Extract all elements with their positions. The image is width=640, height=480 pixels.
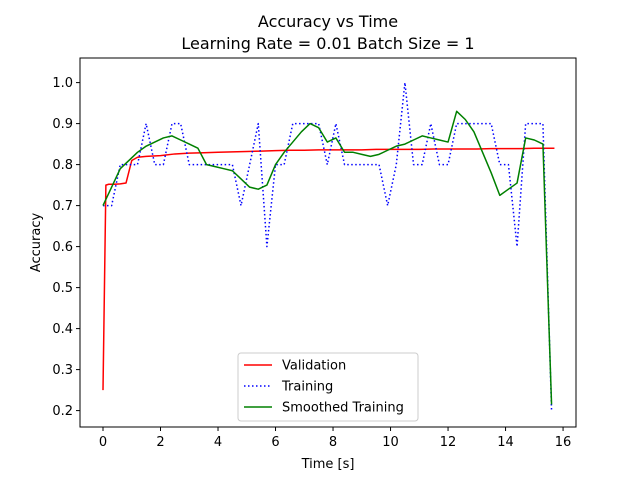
axis-ticks: 0 2 4 6 8 10 12 14 16 0.2 0.3 0.4 0.5 0.6 0.7 0.8 0.9 1.0 bbox=[52, 76, 571, 450]
legend-label-training: Training bbox=[281, 380, 333, 395]
legend-items: Validation Training Smoothed Training bbox=[244, 359, 404, 416]
y-tick-label: 0.5 bbox=[52, 281, 73, 296]
x-tick-label: 8 bbox=[329, 435, 337, 450]
x-tick-label: 16 bbox=[555, 435, 572, 450]
smoothed-training-series-line bbox=[102, 110, 553, 405]
x-tick-label: 12 bbox=[440, 435, 457, 450]
x-tick-label: 10 bbox=[382, 435, 399, 450]
plot-frame bbox=[79, 57, 577, 428]
y-tick-label: 0.6 bbox=[52, 240, 73, 255]
plot-lines bbox=[102, 81, 555, 411]
y-tick-label: 1.0 bbox=[52, 76, 73, 91]
x-tick-label: 6 bbox=[271, 435, 279, 450]
y-tick-label: 0.3 bbox=[52, 363, 73, 378]
x-tick-label: 2 bbox=[156, 435, 164, 450]
x-tick-label: 0 bbox=[99, 435, 107, 450]
legend-label-validation: Validation bbox=[282, 359, 346, 374]
y-tick-label: 0.8 bbox=[52, 158, 73, 173]
y-axis-label: Accuracy bbox=[29, 213, 44, 273]
validation-series-line bbox=[102, 147, 555, 391]
x-axis-label: Time [s] bbox=[301, 457, 355, 472]
legend: Validation Training Smoothed Training bbox=[237, 352, 419, 422]
legend-label-smoothed-training: Smoothed Training bbox=[282, 401, 404, 416]
chart-title: Accuracy vs Time bbox=[258, 12, 398, 31]
chart-subtitle: Learning Rate = 0.01 Batch Size = 1 bbox=[181, 34, 474, 53]
y-tick-label: 0.9 bbox=[52, 117, 73, 132]
y-tick-label: 0.7 bbox=[52, 199, 73, 214]
legend-box bbox=[237, 352, 419, 422]
y-tick-label: 0.4 bbox=[52, 322, 73, 337]
x-tick-label: 14 bbox=[497, 435, 514, 450]
y-tick-label: 0.2 bbox=[52, 404, 73, 419]
x-tick-label: 4 bbox=[214, 435, 222, 450]
